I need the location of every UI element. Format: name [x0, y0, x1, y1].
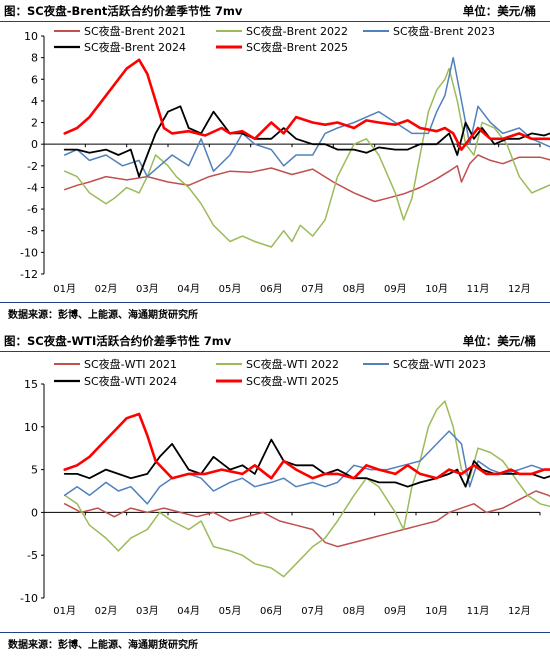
x-tick-label: 04月 [177, 283, 200, 295]
chart-title: 图：SC夜盘-WTI活跃合约价差季节性 7mv [4, 334, 232, 348]
y-tick-label: -2 [27, 160, 38, 173]
x-tick-label: 01月 [53, 605, 76, 617]
y-tick-label: 10 [24, 421, 38, 434]
y-tick-label: 4 [31, 95, 38, 108]
x-tick-label: 06月 [260, 605, 283, 617]
y-tick-label: -12 [20, 268, 38, 281]
legend-entry: SC夜盘-Brent 2025 [246, 40, 348, 54]
x-tick-label: 12月 [508, 283, 531, 295]
x-tick-label: 09月 [384, 605, 407, 617]
x-tick-label: 04月 [177, 605, 200, 617]
legend-entry: SC夜盘-Brent 2023 [393, 24, 495, 38]
x-tick-label: 11月 [467, 605, 490, 617]
x-tick-label: 07月 [301, 605, 324, 617]
unit-label: 单位：美元/桶 [462, 334, 536, 348]
x-tick-label: 10月 [425, 605, 448, 617]
y-tick-label: -6 [27, 203, 38, 216]
x-tick-label: 03月 [136, 283, 159, 295]
x-tick-label: 05月 [219, 283, 242, 295]
legend-entry: SC夜盘-WTI 2023 [393, 357, 486, 371]
y-tick-label: 0 [31, 506, 38, 519]
source-note: 数据来源：彭博、上能源、海通期货研究所 [8, 310, 198, 321]
series-line-3 [63, 105, 550, 178]
wti-spread-chart: 15 10 5 0 -5 -10 01月 02月 03月 04月 05月 06月 07月 08月 09月 10… [20, 357, 550, 617]
series-line-0 [63, 490, 550, 548]
y-tick-label: -8 [27, 225, 38, 238]
y-tick-label: -10 [20, 246, 38, 259]
y-tick-label: 6 [31, 73, 38, 86]
x-tick-label: 11月 [467, 283, 490, 295]
x-tick-label: 09月 [384, 283, 407, 295]
series-line-4 [63, 58, 550, 151]
x-tick-label: 10月 [425, 283, 448, 295]
series-line-2 [63, 430, 550, 505]
brent-spread-chart: 10 8 6 4 2 0 -2 -4 -6 -8 -10 -12 01月 02月 03月 04月 05月 06月 0… [20, 24, 550, 295]
x-tick-label: 05月 [219, 605, 242, 617]
series-line-1 [63, 67, 550, 248]
unit-label: 单位：美元/桶 [462, 4, 536, 18]
source-bar: 数据来源：彭博、上能源、海通期货研究所 [0, 632, 550, 652]
x-tick-label: 03月 [136, 605, 159, 617]
x-tick-label: 01月 [53, 283, 76, 295]
series-line-0 [63, 154, 550, 203]
y-tick-label: 0 [31, 138, 38, 151]
legend-entry: SC夜盘-Brent 2021 [84, 24, 186, 38]
x-tick-label: 08月 [343, 283, 366, 295]
chart-title-bar: 图：SC夜盘-Brent活跃合约价差季节性 7mv 单位：美元/桶 [0, 0, 550, 22]
y-tick-label: -5 [27, 549, 38, 562]
x-tick-label: 02月 [95, 283, 118, 295]
y-tick-label: 10 [24, 30, 38, 43]
chart-title-bar: 图：SC夜盘-WTI活跃合约价差季节性 7mv 单位：美元/桶 [0, 330, 550, 352]
y-tick-label: -10 [20, 592, 38, 605]
brent-spread-panel: 图：SC夜盘-Brent活跃合约价差季节性 7mv 单位：美元/桶 10 8 6 4 2… [0, 0, 550, 325]
legend-entry: SC夜盘-Brent 2024 [84, 40, 186, 54]
x-tick-label: 12月 [508, 605, 531, 617]
x-tick-label: 08月 [343, 605, 366, 617]
y-tick-label: -4 [27, 181, 38, 194]
source-bar: 数据来源：彭博、上能源、海通期货研究所 [0, 302, 550, 322]
x-tick-label: 06月 [260, 283, 283, 295]
source-note: 数据来源：彭博、上能源、海通期货研究所 [8, 640, 198, 651]
legend-entry: SC夜盘-WTI 2021 [84, 357, 177, 371]
legend-entry: SC夜盘-Brent 2022 [246, 24, 348, 38]
y-tick-label: 2 [31, 117, 38, 130]
series-line-4 [63, 412, 550, 480]
y-tick-label: 8 [31, 52, 38, 65]
y-tick-label: 5 [31, 464, 38, 477]
x-tick-label: 07月 [301, 283, 324, 295]
x-tick-label: 02月 [95, 605, 118, 617]
y-tick-label: 15 [24, 378, 38, 391]
legend-entry: SC夜盘-WTI 2025 [246, 374, 339, 388]
series-line-2 [63, 56, 550, 178]
wti-spread-panel: 图：SC夜盘-WTI活跃合约价差季节性 7mv 单位：美元/桶 15 10 5 0 -5… [0, 330, 550, 658]
series-line-1 [63, 400, 550, 578]
chart-title: 图：SC夜盘-Brent活跃合约价差季节性 7mv [4, 4, 243, 18]
legend-entry: SC夜盘-WTI 2024 [84, 374, 177, 388]
legend-entry: SC夜盘-WTI 2022 [246, 357, 339, 371]
